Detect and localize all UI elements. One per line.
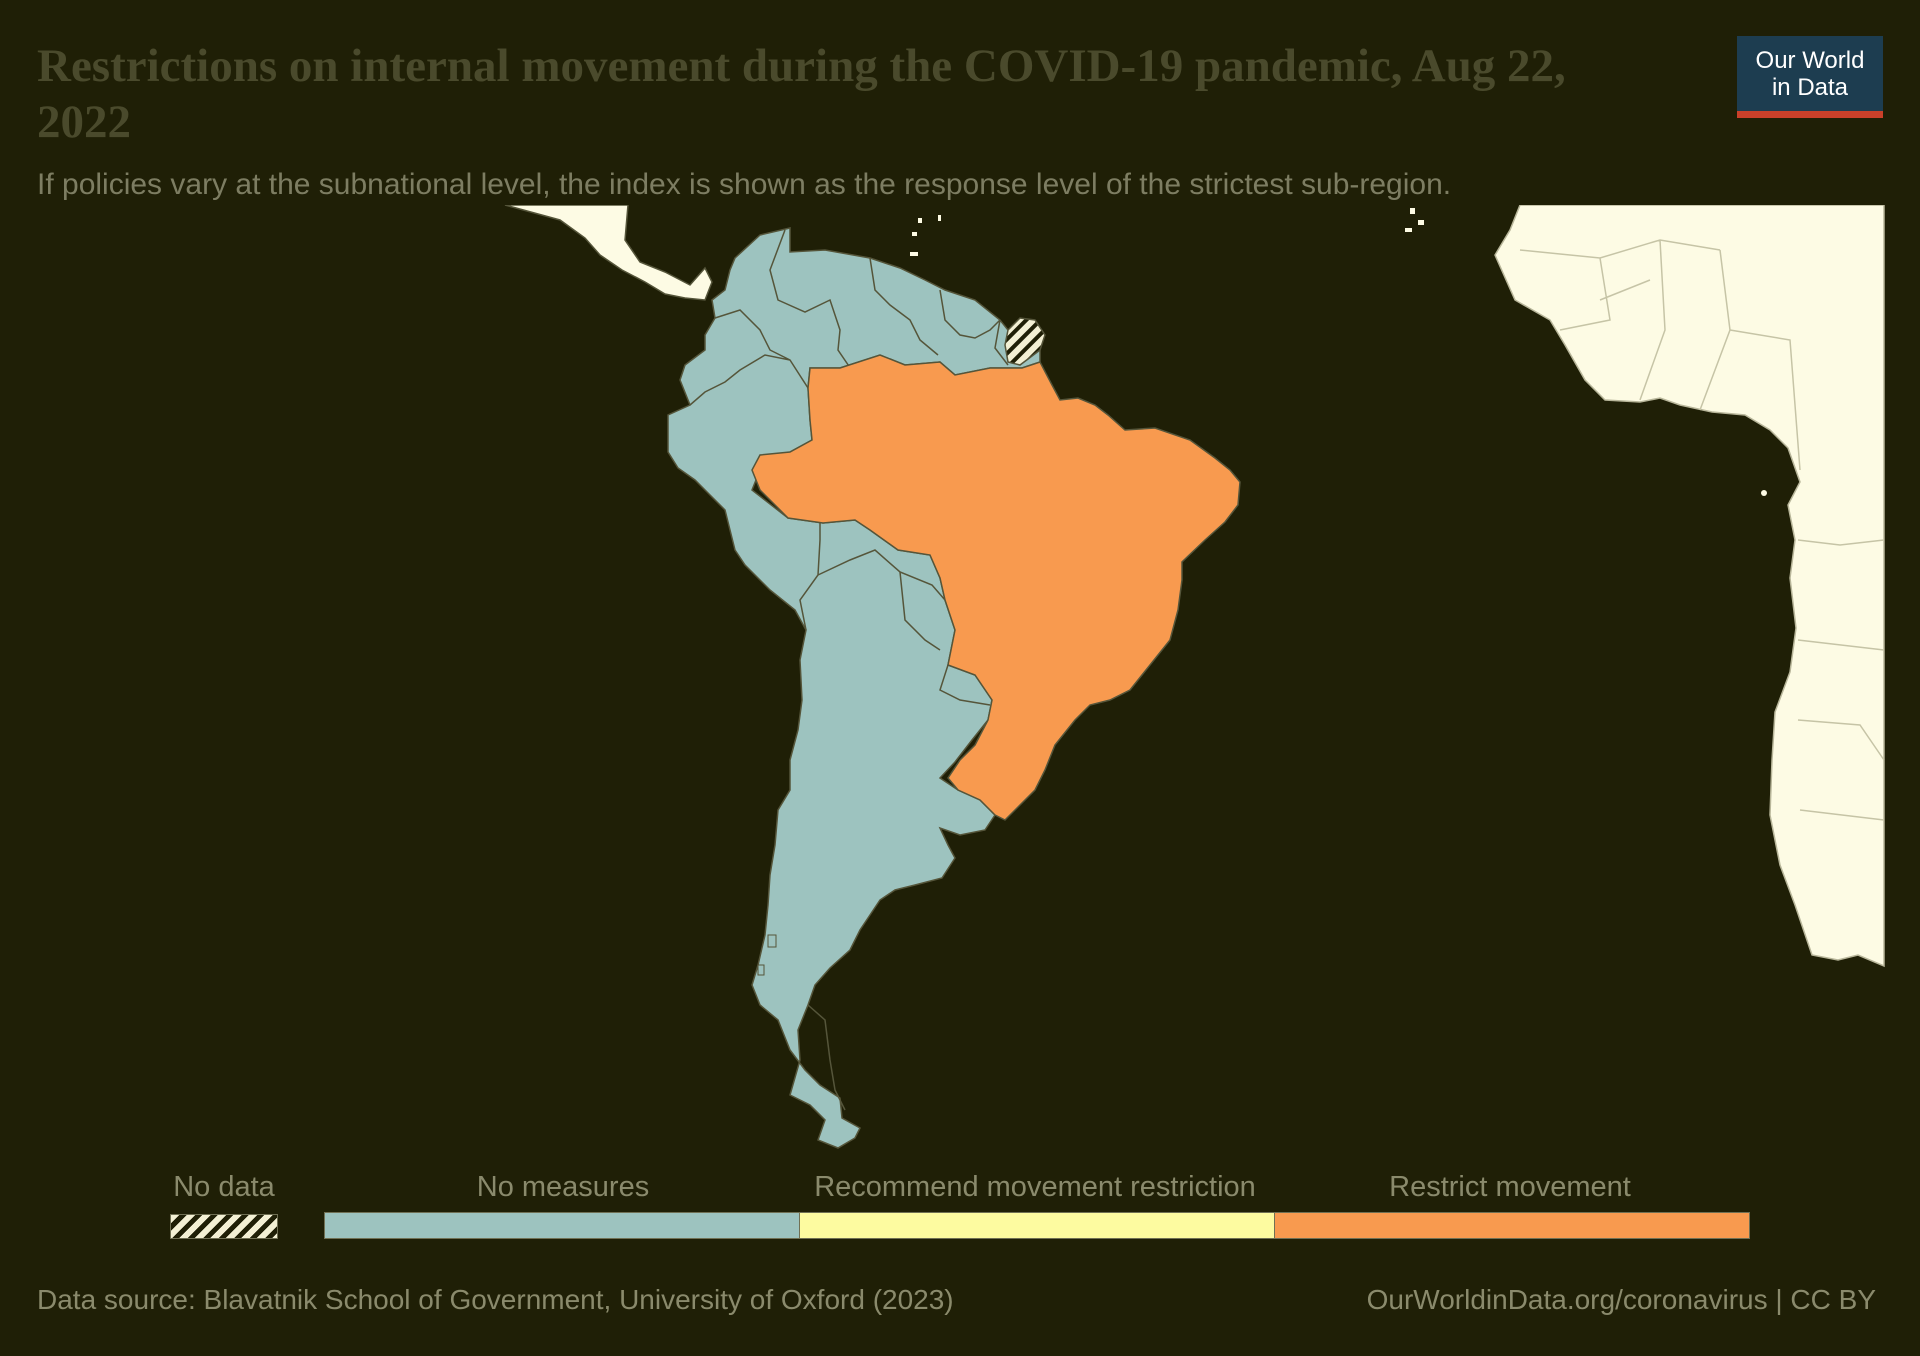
owid-logo[interactable]: Our World in Data: [1737, 36, 1883, 118]
south-america-internal-borders: [689, 229, 1009, 1111]
chile-islands: [757, 934, 777, 976]
legend-no-data-swatch[interactable]: [170, 1214, 278, 1239]
logo-line-1: Our World: [1755, 46, 1865, 74]
legend-no-data-label: No data: [173, 1171, 275, 1203]
island-sao-tome: [1761, 490, 1767, 496]
world-map[interactable]: [0, 205, 1920, 1165]
legend-label-recommend: Recommend movement restriction: [814, 1171, 1256, 1203]
central-america-land[interactable]: [504, 205, 713, 301]
region-french-guiana[interactable]: [1004, 317, 1046, 366]
logo-line-2: in Data: [1771, 73, 1849, 101]
chart-title: Restrictions on internal movement during…: [37, 40, 1566, 148]
data-source: Data source: Blavatnik School of Governm…: [37, 1284, 954, 1315]
legend-bin-recommend[interactable]: [799, 1212, 1275, 1239]
source-link[interactable]: OurWorldinData.org/coronavirus | CC BY: [1366, 1284, 1876, 1315]
africa-land[interactable]: [1494, 205, 1885, 968]
legend-bin-no-measures[interactable]: [324, 1212, 800, 1239]
legend-label-no-measures: No measures: [476, 1171, 650, 1203]
chart-subtitle: If policies vary at the subnational leve…: [37, 168, 1452, 201]
legend-label-restrict: Restrict movement: [1389, 1171, 1631, 1203]
africa-borders: [1519, 239, 1885, 821]
caribbean-islands: [910, 208, 1424, 256]
region-brazil[interactable]: [751, 354, 1241, 821]
legend-bin-restrict[interactable]: [1274, 1212, 1750, 1239]
